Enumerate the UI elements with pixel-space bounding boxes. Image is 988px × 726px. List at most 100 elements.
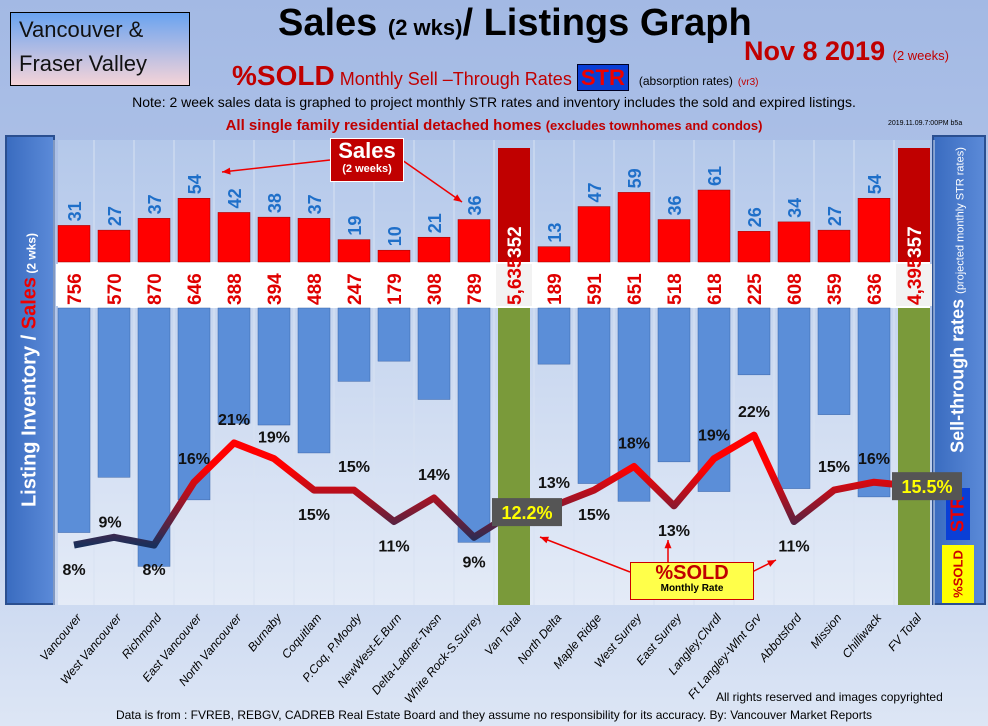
inventory-label: 4,395 (905, 257, 926, 305)
sales-label: 54 (865, 174, 885, 194)
inventory-label: 247 (345, 273, 366, 305)
total-sales-bar (498, 148, 530, 262)
inventory-label-bg (616, 264, 652, 306)
total-str-bg (892, 472, 962, 501)
str-label: 21% (218, 412, 250, 429)
callout-arrow (401, 159, 463, 203)
inventory-label: 756 (65, 273, 86, 305)
sales-label: 54 (185, 174, 205, 194)
sales-label: 61 (705, 166, 725, 186)
sales-label: 36 (465, 195, 485, 215)
inventory-label: 789 (465, 273, 486, 305)
total-str-bg (492, 498, 562, 527)
inventory-label: 308 (425, 273, 446, 305)
inventory-label: 359 (825, 273, 846, 305)
sales-label: 357 (905, 226, 926, 258)
inventory-label: 870 (145, 273, 166, 305)
str-label: 16% (178, 451, 210, 468)
callout-arrow (539, 536, 631, 573)
inventory-bar (737, 307, 771, 376)
sales-label: 38 (265, 193, 285, 213)
sales-label: 21 (425, 213, 445, 233)
inventory-label-bg (336, 264, 372, 306)
inventory-bar (577, 307, 611, 484)
inventory-bar (777, 307, 811, 489)
sales-bar (57, 225, 91, 263)
sales-label: 36 (665, 195, 685, 215)
sales-label: 352 (505, 226, 526, 258)
inventory-label: 591 (585, 273, 606, 305)
str-label: 14% (418, 467, 450, 484)
region-line1: Vancouver & (19, 17, 144, 42)
total-str-label: 15.5% (901, 477, 952, 497)
sales-bar (257, 216, 291, 263)
data-source: Data is from : FVREB, REBGV, CADREB Real… (115, 708, 873, 722)
str-label: 16% (858, 451, 890, 468)
inventory-label-bg (856, 264, 892, 306)
sales-label: 13 (545, 223, 565, 243)
sales-bar (617, 192, 651, 263)
inventory-label-bg (736, 264, 772, 306)
inventory-label: 179 (385, 273, 406, 305)
inventory-label-bg (376, 264, 412, 306)
str-label: 15% (298, 507, 330, 524)
sales-label: 59 (625, 168, 645, 188)
str-label: 13% (658, 523, 690, 540)
inventory-label: 189 (545, 273, 566, 305)
sales-bar (217, 212, 251, 263)
inventory-label: 225 (745, 273, 766, 305)
category-label: White Rock-S.Surrey (402, 610, 485, 706)
sales-bar (577, 206, 611, 263)
inventory-label-bg (496, 264, 532, 306)
sales-bar (337, 239, 371, 263)
sales-label: 10 (385, 226, 405, 246)
total-inventory-bar (498, 308, 530, 605)
sales-label: 26 (745, 207, 765, 227)
sales-bar (697, 189, 731, 263)
timestamp: 2019.11.09.7:00PM b5a (888, 120, 963, 127)
str-label: 11% (378, 539, 409, 556)
sales-bar (137, 218, 171, 263)
category-label: Chilliwack (839, 610, 885, 661)
inventory-label-bg (176, 264, 212, 306)
sales-label: 31 (65, 201, 85, 221)
inventory-bar (57, 307, 91, 533)
category-label: FV Total (885, 611, 924, 654)
sales-bar (817, 229, 851, 263)
inventory-label: 518 (665, 273, 686, 305)
str-label: 18% (618, 436, 650, 453)
sales-bar (457, 219, 491, 263)
inventory-label: 618 (705, 273, 726, 305)
inventory-bar (537, 307, 571, 365)
region-line2: Fraser Valley (19, 51, 147, 76)
sales-bar (177, 198, 211, 263)
sales-bar (777, 221, 811, 263)
category-label: Ft Langley-Wlnt Grv (685, 610, 765, 701)
chart-title: Sales (2 wks)/ Listings Graph (278, 2, 752, 44)
inventory-label-bg (696, 264, 732, 306)
str-label: 9% (98, 514, 121, 531)
homes-note: All single family residential detached h… (225, 117, 763, 134)
str-label: 15% (578, 507, 610, 524)
total-str-label: 12.2% (501, 503, 552, 523)
inventory-label: 608 (785, 273, 806, 305)
sold-callout: %SOLD Monthly Rate (630, 562, 754, 600)
report-date: Nov 8 2019 (2 weeks) (744, 36, 949, 66)
str-label: 13% (538, 475, 570, 492)
inventory-bar (457, 307, 491, 543)
inventory-label-bg (456, 264, 492, 306)
sales-bar (97, 229, 131, 263)
inventory-label-bg (536, 264, 572, 306)
inventory-bar (217, 307, 251, 424)
arrow-head-icon (222, 167, 231, 175)
inventory-label-bg (816, 264, 852, 306)
arrow-head-icon (767, 560, 776, 567)
inventory-label: 651 (625, 273, 646, 305)
inventory-bar (657, 307, 691, 463)
category-label: Burnaby (245, 610, 285, 654)
inventory-label: 636 (865, 273, 886, 305)
inventory-bar (817, 307, 851, 415)
str-label: 8% (142, 562, 165, 579)
